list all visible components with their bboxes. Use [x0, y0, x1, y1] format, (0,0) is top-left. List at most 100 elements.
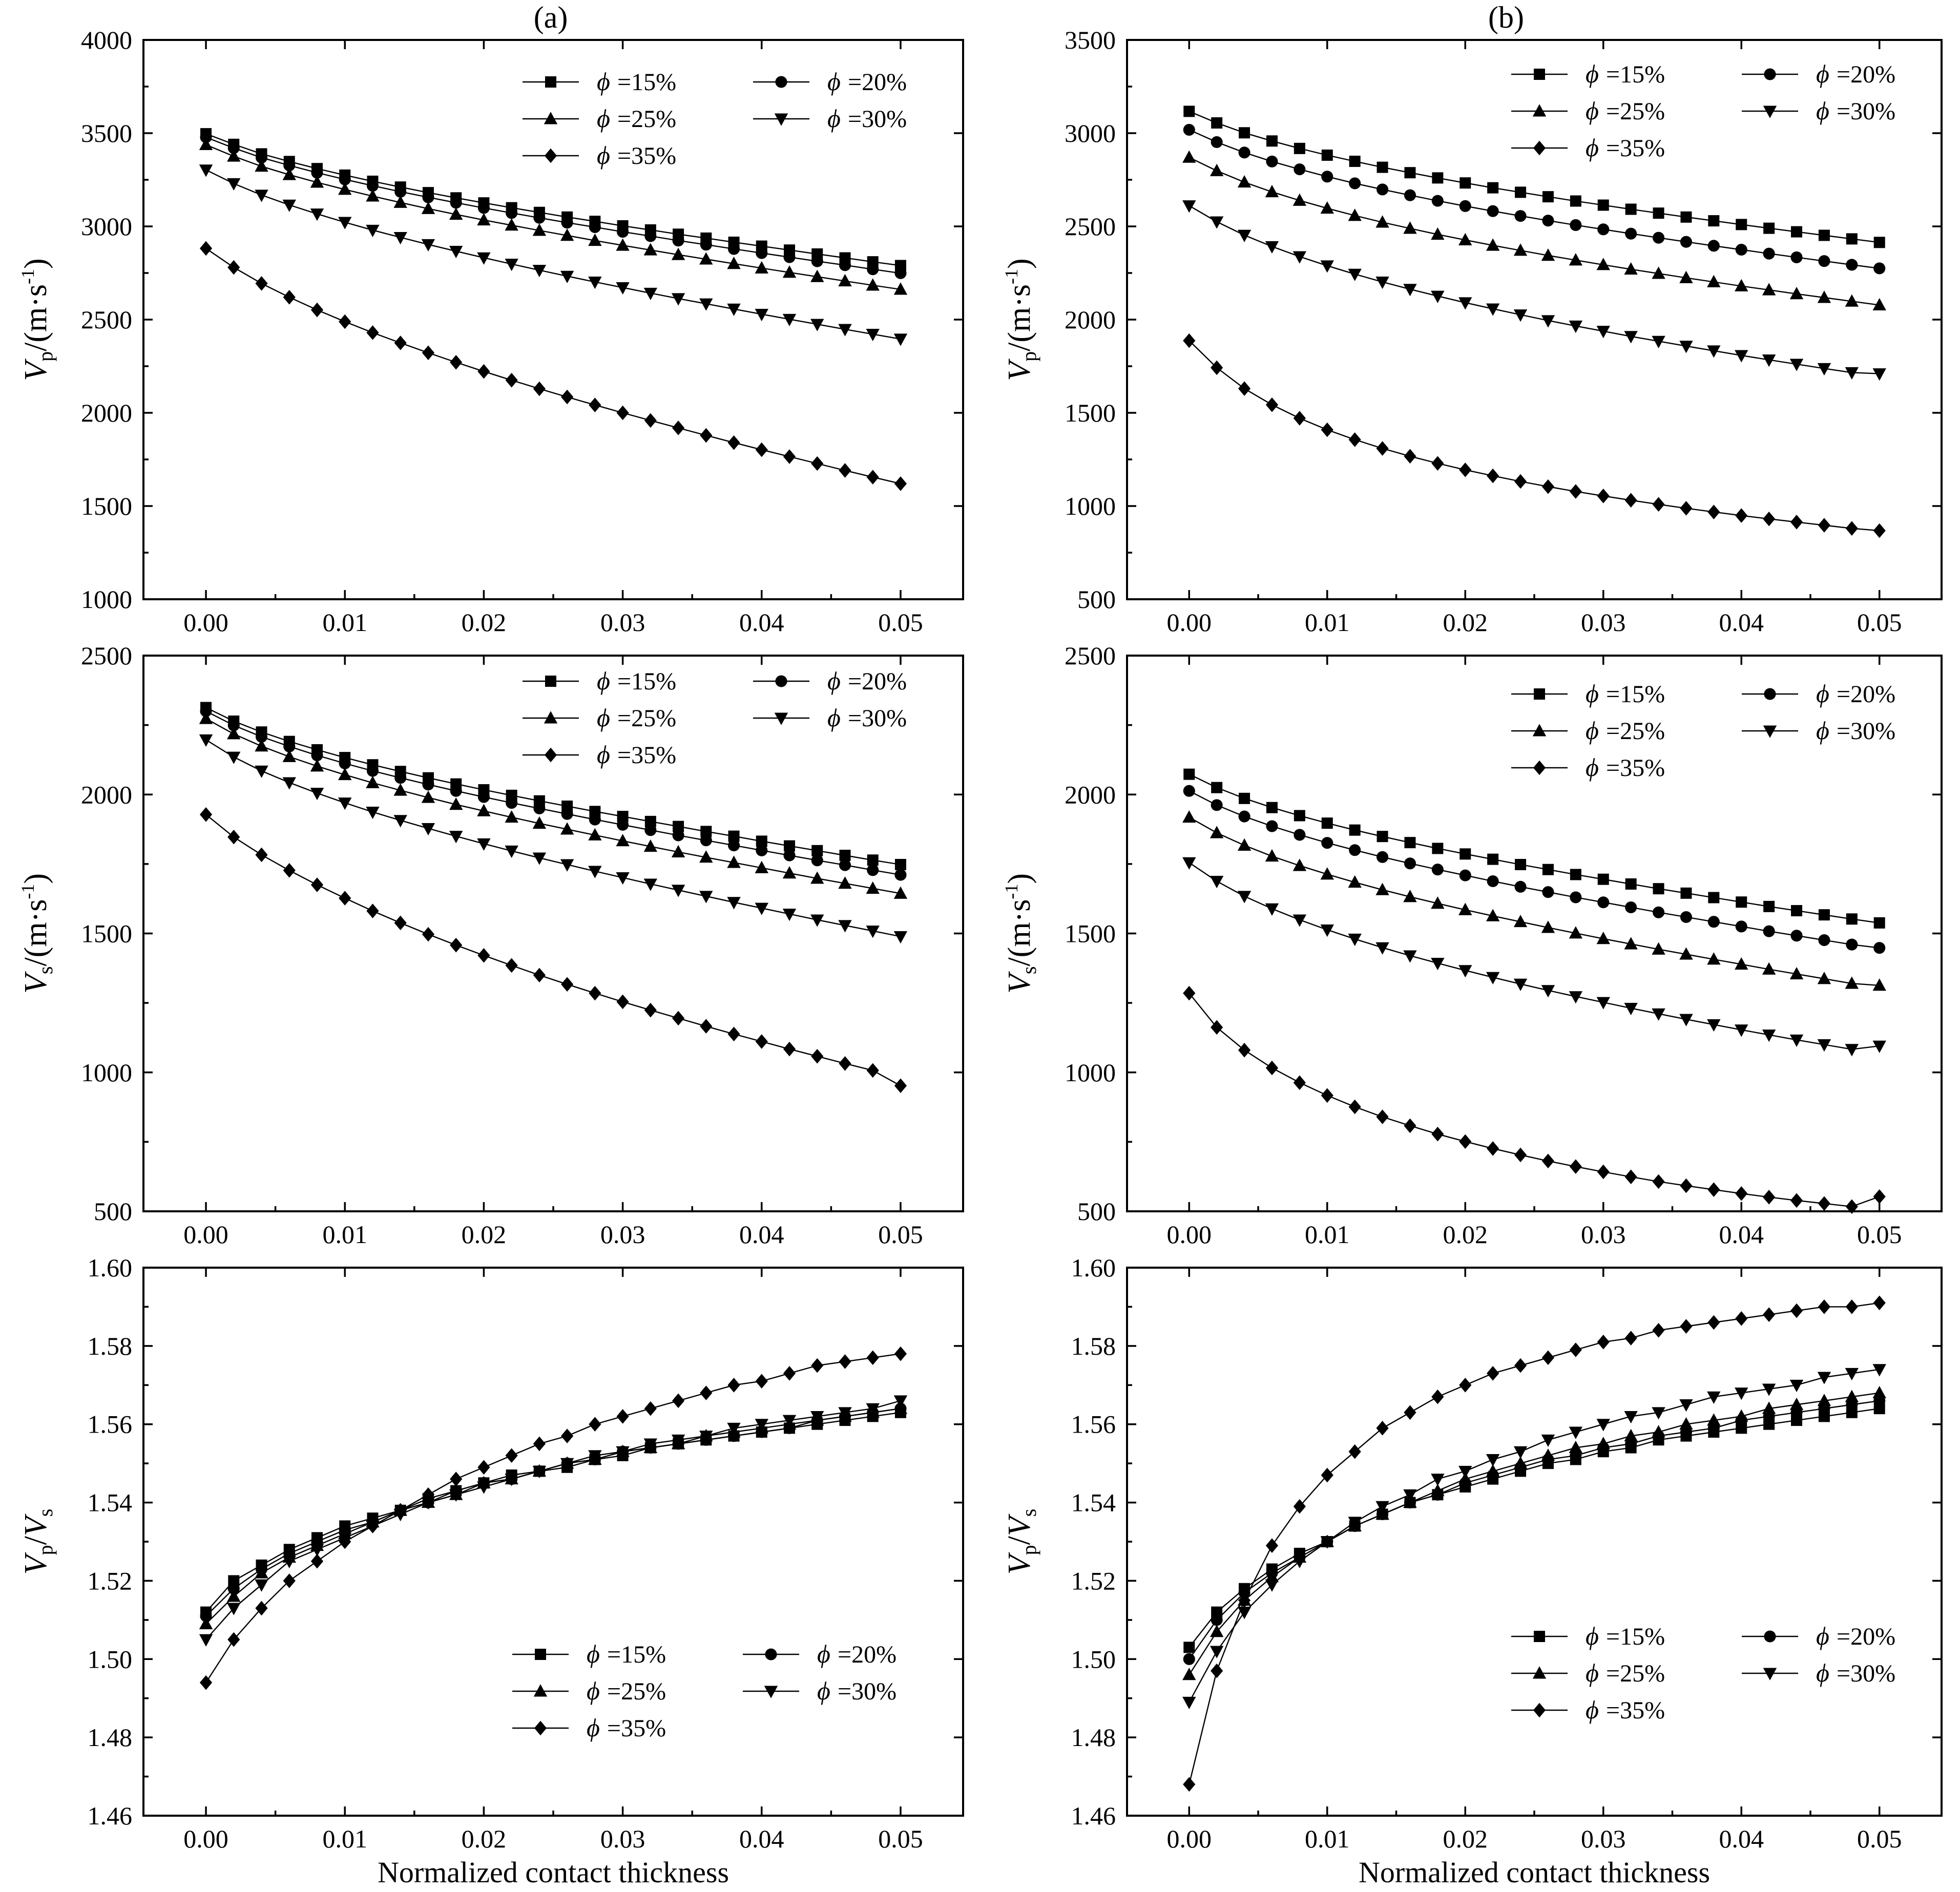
data-point	[643, 839, 658, 852]
y-axis-title: Vp/(m·s-1)	[17, 258, 57, 381]
x-tick-label: 0.03	[600, 1824, 645, 1853]
series-4	[1182, 1364, 1886, 1710]
data-point	[1845, 1044, 1859, 1057]
y-axis-title-superscript: -1	[1001, 884, 1021, 899]
data-point	[311, 749, 323, 762]
data-point	[867, 854, 879, 866]
y-axis-title-superscript: -1	[1001, 269, 1021, 284]
data-point	[393, 815, 407, 828]
data-point	[671, 1434, 685, 1447]
data-point	[505, 810, 518, 823]
data-point	[782, 1415, 797, 1427]
data-point	[1872, 1040, 1886, 1053]
data-point	[1652, 906, 1665, 918]
data-point	[1679, 947, 1693, 960]
data-point	[339, 314, 351, 329]
data-point	[311, 166, 323, 179]
legend-symbol: ϕ	[587, 1639, 600, 1668]
data-point	[1708, 215, 1720, 227]
panel-label-a: (a)	[534, 1, 568, 34]
data-point	[1404, 1405, 1416, 1420]
y-tick-label: 1000	[1065, 492, 1116, 520]
legend-symbol: ϕ	[1586, 1695, 1599, 1724]
data-point	[1403, 221, 1417, 234]
data-point	[1183, 333, 1196, 348]
data-point	[1872, 298, 1886, 311]
series-1	[1183, 106, 1885, 248]
legend-symbol: ϕ	[1586, 1658, 1599, 1687]
x-tick-label: 0.04	[739, 1220, 784, 1249]
data-point	[1321, 1088, 1333, 1103]
y-tick-label: 1.58	[88, 1332, 133, 1360]
legend-label: =15%	[1606, 681, 1665, 708]
data-point	[1210, 826, 1224, 838]
data-point	[1320, 867, 1334, 880]
data-point	[810, 871, 824, 884]
y-tick-label: 2000	[1065, 305, 1116, 334]
data-point	[1735, 243, 1747, 256]
y-axis-title-close: )	[18, 258, 53, 269]
data-point	[811, 456, 824, 471]
y-axis-title-unit: /(m·s	[18, 899, 53, 966]
legend-label: =30%	[1837, 718, 1895, 745]
data-point	[1265, 1570, 1279, 1583]
data-point	[421, 790, 435, 803]
data-point	[727, 897, 741, 910]
data-point	[366, 180, 379, 192]
data-point	[255, 1601, 268, 1616]
data-point	[199, 241, 213, 256]
data-point	[310, 302, 324, 318]
x-tick-label: 0.05	[1857, 1824, 1902, 1853]
y-axis-title-symbol: V	[1002, 971, 1037, 994]
legend-marker	[774, 113, 788, 126]
x-axis-title: Normalized contact thickness	[1359, 1856, 1710, 1889]
data-point	[1624, 1428, 1638, 1442]
y-tick-label: 1.46	[88, 1801, 133, 1830]
data-point	[1183, 985, 1196, 1001]
series-line	[205, 718, 901, 894]
data-point	[1210, 876, 1224, 889]
legend-symbol: ϕ	[597, 141, 610, 170]
data-point	[1596, 997, 1610, 1010]
series-5	[199, 1346, 907, 1690]
data-point	[1486, 972, 1500, 984]
series-4	[1182, 200, 1886, 381]
data-point	[1625, 878, 1637, 890]
data-point	[1294, 163, 1306, 176]
legend-symbol: ϕ	[1816, 1658, 1829, 1687]
data-point	[310, 1553, 324, 1569]
data-point	[366, 325, 379, 340]
data-point	[1431, 290, 1445, 303]
data-point	[338, 797, 352, 810]
data-point	[1320, 260, 1334, 273]
series-2	[200, 705, 907, 881]
x-tick-label: 0.04	[1719, 1824, 1764, 1853]
data-point	[699, 1431, 713, 1443]
data-point	[755, 442, 768, 457]
y-axis-title: Vp/Vs	[1002, 1509, 1040, 1575]
data-point	[894, 1078, 907, 1094]
series-4	[1182, 857, 1886, 1057]
data-point	[755, 1419, 768, 1432]
data-point	[1487, 205, 1499, 217]
data-point	[1292, 914, 1307, 927]
data-point	[227, 1632, 240, 1647]
data-point	[1541, 315, 1555, 328]
legend-label: =20%	[1837, 681, 1895, 708]
data-point	[1514, 1147, 1527, 1163]
data-point	[1791, 226, 1803, 238]
legend-symbol: ϕ	[827, 67, 841, 96]
data-point	[1541, 1153, 1555, 1169]
legend-symbol: ϕ	[597, 104, 610, 133]
data-point	[1735, 1409, 1748, 1422]
data-point	[1790, 1303, 1803, 1318]
y-tick-label: 2000	[1065, 780, 1116, 809]
y-tick-label: 1.48	[1071, 1723, 1116, 1752]
x-tick-label: 0.04	[739, 608, 784, 637]
legend-marker	[1532, 104, 1547, 117]
data-point	[1707, 1019, 1721, 1032]
legend-label: =30%	[838, 1678, 896, 1705]
data-point	[1570, 891, 1582, 903]
data-point	[1515, 186, 1527, 198]
data-point	[1789, 1034, 1804, 1047]
